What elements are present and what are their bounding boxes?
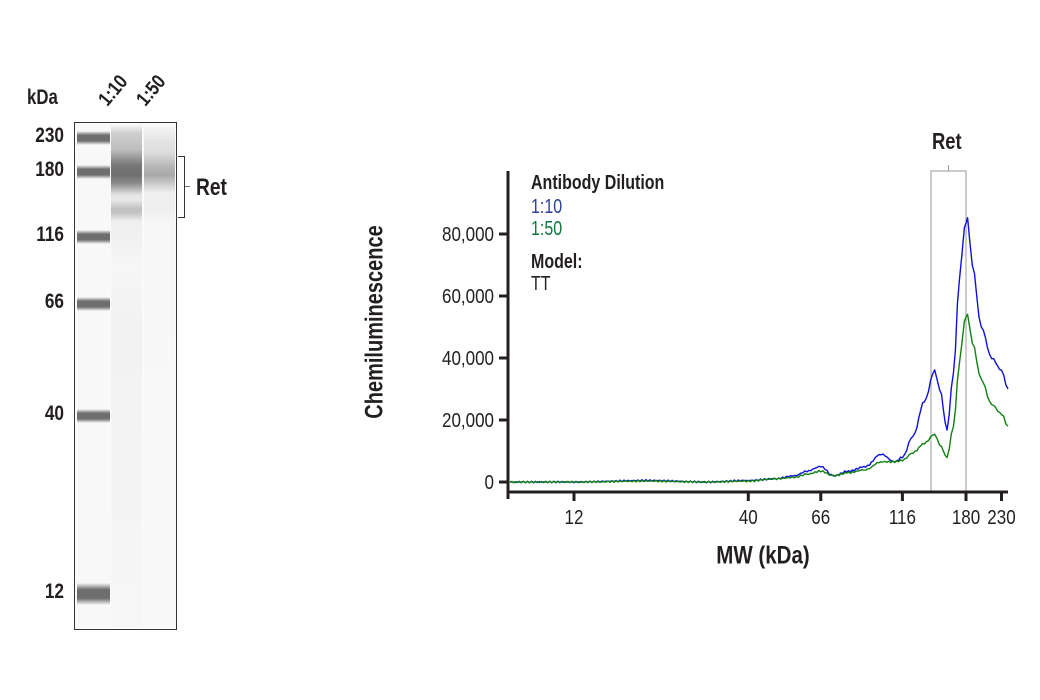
series-line-1-10: [510, 217, 1009, 484]
ladder-lane: [77, 125, 110, 627]
mw-marker-40: 40: [44, 402, 64, 425]
y-axis-label: Chemiluminescence: [360, 225, 389, 419]
y-tick-label: 20,000: [442, 409, 494, 432]
legend-model-title: Model:: [531, 251, 583, 273]
ladder-band: [77, 131, 110, 145]
x-axis-label: MW (kDa): [716, 541, 810, 570]
mw-marker-116: 116: [36, 223, 64, 246]
legend-title: Antibody Dilution: [531, 172, 665, 194]
blot-image: [74, 122, 177, 630]
y-tick-label: 40,000: [442, 347, 494, 370]
ladder-band: [77, 165, 110, 179]
series-line-1-50: [509, 313, 1009, 484]
blot-unit-label: kDa: [27, 86, 58, 109]
x-tick-label: 66: [811, 506, 830, 529]
ret-label: Ret: [196, 174, 227, 201]
legend-model-value: TT: [531, 273, 551, 295]
y-tick-label: 60,000: [442, 285, 494, 308]
legend-entry-1-10: 1:10: [531, 196, 563, 218]
x-tick-label: 180: [952, 506, 980, 529]
mw-marker-66: 66: [44, 290, 64, 313]
ret-annotation-box: [930, 170, 967, 493]
lane-1-50: [144, 125, 175, 627]
ladder-band: [77, 297, 110, 311]
ladder-band: [77, 409, 110, 423]
x-tick-label: 230: [987, 506, 1015, 529]
x-tick-label: 12: [565, 506, 584, 529]
y-tick-label: 0: [485, 471, 494, 494]
ladder-band: [77, 583, 110, 605]
x-tick-label: 40: [739, 506, 758, 529]
mw-marker-180: 180: [35, 158, 64, 181]
y-tick-label: 80,000: [442, 223, 494, 246]
lane-1-10: [111, 125, 142, 627]
ret-bracket: [178, 156, 185, 218]
x-tick-label: 116: [889, 506, 916, 529]
ret-annotation-label: Ret: [932, 128, 962, 154]
ret-bracket-tick: [185, 186, 190, 187]
mw-marker-12: 12: [44, 580, 64, 603]
legend-entry-1-50: 1:50: [531, 218, 563, 240]
ladder-band: [77, 230, 110, 244]
mw-marker-230: 230: [35, 124, 64, 147]
